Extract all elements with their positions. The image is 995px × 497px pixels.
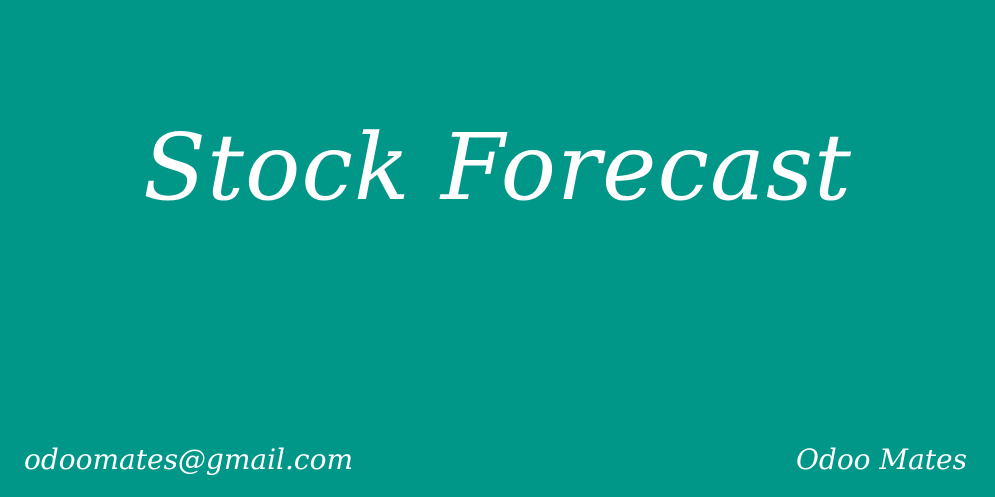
brand-name: Odoo Mates bbox=[795, 443, 967, 476]
contact-email: odoomates@gmail.com bbox=[24, 443, 353, 476]
banner-title: Stock Forecast bbox=[142, 114, 853, 221]
